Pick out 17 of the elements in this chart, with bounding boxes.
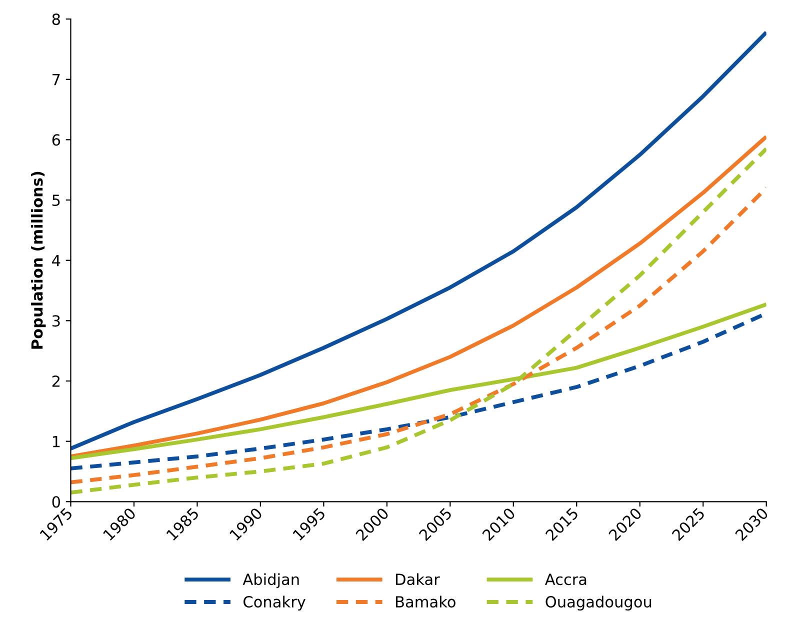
legend-label: Bamako (396, 596, 456, 608)
y-tick-label: 4 (52, 255, 60, 266)
legend-label: Abidjan (242, 573, 299, 588)
legend-label: Dakar (396, 573, 440, 586)
legend-label: Accra (544, 574, 586, 586)
y-tick-label: 1 (52, 436, 60, 448)
y-tick-label: 6 (52, 134, 60, 146)
y-tick-label: 7 (52, 74, 60, 86)
y-axis-title: Population (millions) (30, 172, 46, 349)
legend-label: Conakry (244, 596, 306, 611)
y-tick-label: 5 (52, 194, 60, 206)
line-series (70, 30, 766, 451)
y-tick-label: 8 (52, 14, 60, 26)
y-tick-label: 2 (52, 375, 60, 387)
y-tick-label: 3 (52, 315, 60, 327)
legend-label: Ouagadougou (546, 596, 652, 611)
y-tick-label: 0 (52, 496, 60, 508)
